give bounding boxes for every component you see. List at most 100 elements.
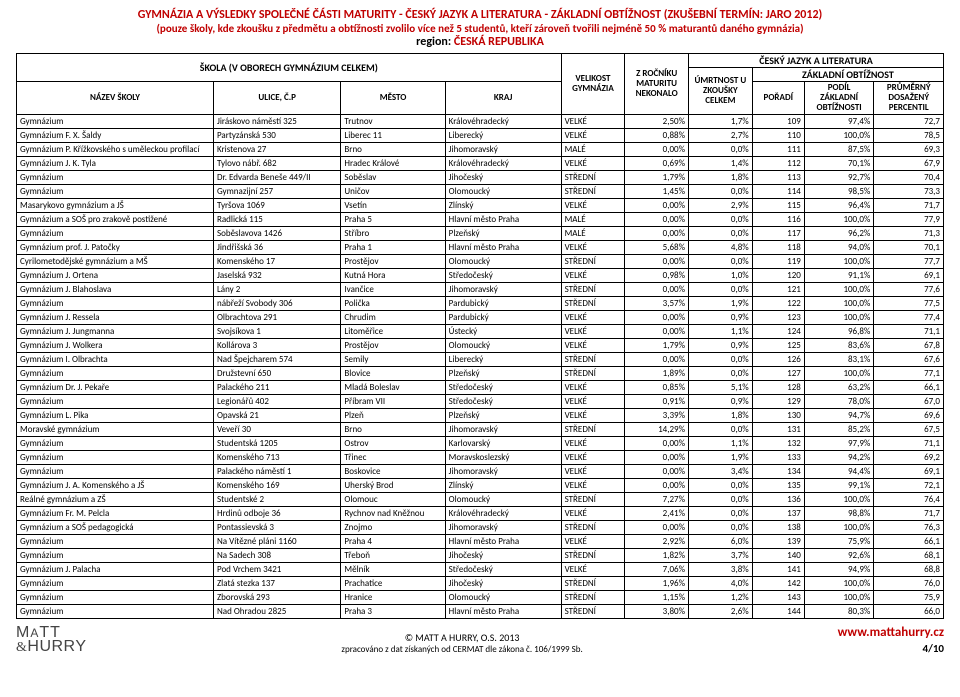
table-cell: Boskovice [341, 464, 445, 478]
table-cell: Středočeský [445, 394, 561, 408]
table-cell: 94,9% [804, 562, 874, 576]
table-cell: 115 [752, 198, 804, 212]
table-cell: Zborovská 293 [213, 590, 340, 604]
table-cell: 67,9 [874, 156, 944, 170]
table-cell: VELKÉ [561, 128, 625, 142]
table-cell: Gymnázium J. Blahoslava [17, 282, 214, 296]
table-cell: Gymnázium [17, 590, 214, 604]
table-cell: Prachatice [341, 576, 445, 590]
table-cell: 14,29% [625, 422, 689, 436]
table-cell: Gymnázium [17, 450, 214, 464]
table-cell: 69,6 [874, 408, 944, 422]
table-row: GymnáziumPalackého náměstí 1BoskoviceJih… [17, 464, 944, 478]
table-cell: Gymnázium J. Ressela [17, 310, 214, 324]
table-cell: Gymnázium J. Ortena [17, 268, 214, 282]
table-cell: 77,5 [874, 296, 944, 310]
table-cell: STŘEDNÍ [561, 254, 625, 268]
table-cell: Gymnázium L. Pika [17, 408, 214, 422]
table-cell: VELKÉ [561, 268, 625, 282]
footer-url: www.mattahurry.cz [838, 625, 944, 640]
table-cell: Cyrilometodějské gymnázium a MŠ [17, 254, 214, 268]
table-cell: Příbram VII [341, 394, 445, 408]
table-cell: 5,1% [689, 380, 753, 394]
table-cell: Mladá Boleslav [341, 380, 445, 394]
table-cell: 0,0% [689, 254, 753, 268]
table-cell: Gymnázium [17, 548, 214, 562]
table-cell: 1,8% [689, 408, 753, 422]
table-cell: Moravskoslezský [445, 450, 561, 464]
table-cell: 67,8 [874, 338, 944, 352]
table-cell: 100,0% [804, 296, 874, 310]
table-row: GymnáziumZlatá stezka 137PrachaticeJihoč… [17, 576, 944, 590]
table-cell: 0,00% [625, 324, 689, 338]
table-cell: Jihomoravský [445, 142, 561, 156]
table-cell: 0,0% [689, 282, 753, 296]
table-cell: 0,00% [625, 310, 689, 324]
table-cell: Hranice [341, 590, 445, 604]
table-cell: Hlavní město Praha [445, 240, 561, 254]
table-cell: Gymnázium prof. J. Patočky [17, 240, 214, 254]
table-cell: Ústecký [445, 324, 561, 338]
table-cell: Třinec [341, 450, 445, 464]
table-cell: 1,1% [689, 436, 753, 450]
table-cell: 1,7% [689, 114, 753, 128]
table-cell: STŘEDNÍ [561, 352, 625, 366]
title-region: region: ČESKÁ REPUBLIKA [16, 35, 944, 49]
table-cell: 71,7 [874, 506, 944, 520]
table-cell: 98,5% [804, 184, 874, 198]
table-cell: 0,9% [689, 338, 753, 352]
table-cell: 3,39% [625, 408, 689, 422]
table-cell: 0,0% [689, 212, 753, 226]
table-cell: 138 [752, 520, 804, 534]
table-cell: Gymnázium [17, 114, 214, 128]
table-cell: 91,1% [804, 268, 874, 282]
table-cell: 0,00% [625, 254, 689, 268]
table-cell: 130 [752, 408, 804, 422]
table-cell: STŘEDNÍ [561, 282, 625, 296]
table-cell: Gymnázium J. Palacha [17, 562, 214, 576]
table-cell: Gymnázium [17, 394, 214, 408]
table-cell: Gymnázium [17, 170, 214, 184]
table-cell: 69,2 [874, 450, 944, 464]
table-cell: 77,7 [874, 254, 944, 268]
table-cell: Družstevní 650 [213, 366, 340, 380]
table-cell: 139 [752, 534, 804, 548]
table-cell: Plzeňský [445, 226, 561, 240]
table-cell: Gymnázium P. Křížkovského s uměleckou pr… [17, 142, 214, 156]
table-cell: Hlavní město Praha [445, 212, 561, 226]
table-cell: nábřeží Svobody 306 [213, 296, 340, 310]
table-cell: Pardubický [445, 310, 561, 324]
table-cell: 142 [752, 576, 804, 590]
table-cell: 1,2% [689, 590, 753, 604]
table-cell: 100,0% [804, 520, 874, 534]
table-cell: Kristenova 27 [213, 142, 340, 156]
table-row: Gymnázium J. ResselaOlbrachtova 291Chrud… [17, 310, 944, 324]
table-cell: 127 [752, 366, 804, 380]
table-cell: Plzeňský [445, 366, 561, 380]
table-cell: Soběslavova 1426 [213, 226, 340, 240]
hdr-size: VELIKOST GYMNÁZIA [561, 54, 625, 115]
table-row: Gymnázium J. PalachaPod Vrchem 3421Mělní… [17, 562, 944, 576]
table-cell: 117 [752, 226, 804, 240]
table-cell: 97,9% [804, 436, 874, 450]
table-cell: 1,45% [625, 184, 689, 198]
table-cell: Jaselská 932 [213, 268, 340, 282]
table-row: Gymnázium prof. J. PatočkyJindřišská 36P… [17, 240, 944, 254]
table-cell: Gymnázium [17, 184, 214, 198]
table-cell: 0,00% [625, 478, 689, 492]
table-cell: 100,0% [804, 492, 874, 506]
table-cell: 73,3 [874, 184, 944, 198]
table-cell: 0,0% [689, 184, 753, 198]
table-cell: Kollárova 3 [213, 338, 340, 352]
table-row: GymnáziumStudentská 1205OstrovKarlovarsk… [17, 436, 944, 450]
table-cell: 0,98% [625, 268, 689, 282]
table-cell: Na Vítězné pláni 1160 [213, 534, 340, 548]
table-cell: 121 [752, 282, 804, 296]
table-cell: 3,4% [689, 464, 753, 478]
table-cell: 100,0% [804, 590, 874, 604]
table-cell: 70,4 [874, 170, 944, 184]
table-cell: Gymnázium a SOŠ pedagogická [17, 520, 214, 534]
table-cell: 100,0% [804, 128, 874, 142]
table-cell: Gymnázium F. X. Šaldy [17, 128, 214, 142]
table-cell: STŘEDNÍ [561, 604, 625, 618]
